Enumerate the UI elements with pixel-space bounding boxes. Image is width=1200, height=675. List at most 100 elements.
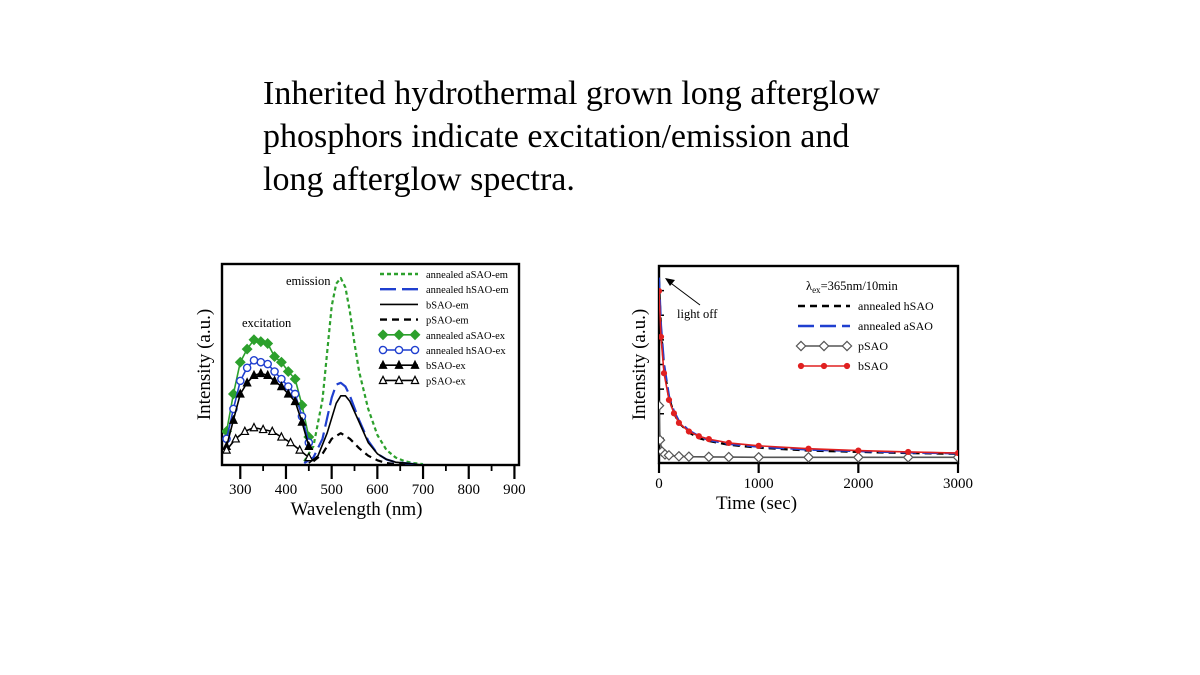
afterglow-series-point-3 [660, 370, 668, 377]
spectra-xtick-label: 800 [457, 482, 480, 498]
afterglow-series-point-3 [659, 287, 663, 295]
emission-annotation: emission [286, 274, 331, 288]
spectra-series-point-6 [269, 375, 280, 385]
spectra-series-point-7 [249, 422, 259, 432]
spectra-legend-marker-6 [378, 359, 388, 369]
spectra-series-point-6 [249, 369, 259, 379]
spectra-series-point-7 [295, 444, 305, 454]
afterglow-series-point-3 [855, 447, 862, 454]
afterglow-plot-frame [657, 264, 960, 465]
spectra-series-point-4 [234, 356, 246, 368]
afterglow-xtick-label: 0 [655, 476, 663, 492]
afterglow-legend-marker-3 [797, 362, 805, 370]
spectra-series-point-4 [241, 343, 253, 355]
light-off-annotation: light off [677, 307, 718, 321]
spectra-series-point-6 [256, 367, 266, 378]
spectra-series-point-7 [258, 424, 268, 434]
spectra-series-point-7 [304, 452, 314, 462]
afterglow-series-point-2 [753, 451, 765, 463]
light-off-arrow [667, 280, 701, 306]
spectra-legend-label-7: pSAO-ex [426, 376, 466, 387]
spectra-legend-label-0: annealed aSAO-em [426, 270, 508, 281]
spectra-legend-marker-4 [393, 329, 405, 341]
spectra-series-point-5 [270, 367, 279, 376]
spectra-series-point-4 [262, 338, 274, 349]
slide-title-line-3: long afterglow spectra. [263, 161, 575, 198]
light-off-arrowhead [665, 278, 675, 286]
afterglow-series-point-2 [723, 451, 735, 463]
spectra-legend-marker-7 [394, 374, 404, 385]
afterglow-legend-header: λex=365nm/10min [806, 279, 899, 295]
spectra-series-point-4 [275, 356, 287, 368]
afterglow-series-point-3 [805, 445, 812, 452]
spectra-xtick-label: 900 [503, 482, 526, 498]
spectra-series-point-7 [285, 437, 296, 447]
afterglow-series-point-3 [725, 439, 732, 447]
spectra-series-line-2 [308, 394, 424, 465]
spectra-legend-marker-4 [377, 329, 389, 341]
spectra-series-point-4 [255, 336, 267, 348]
afterglow-series-point-3 [659, 333, 665, 340]
spectra-legend-marker-7 [410, 374, 420, 385]
spectra-xtick-label: 500 [320, 482, 343, 498]
afterglow-legend-marker-3 [820, 362, 828, 370]
spectra-xtick-label: 300 [229, 482, 252, 498]
spectra-series-point-6 [276, 381, 286, 391]
spectra-legend-marker-5 [378, 345, 388, 355]
afterglow-series-point-3 [685, 428, 693, 435]
spectra-series-point-6 [297, 416, 307, 426]
afterglow-series-point-2 [673, 450, 685, 462]
afterglow-series-point-3 [670, 410, 678, 417]
afterglow-legend-header-lambda: λ [806, 279, 812, 293]
spectra-legend-marker-6 [410, 359, 420, 369]
spectra-series-point-7 [240, 425, 250, 436]
afterglow-series-point-3 [954, 449, 958, 457]
spectra-series-line-3 [312, 432, 405, 465]
spectra-legend-label-5: annealed hSAO-ex [426, 346, 506, 357]
afterglow-series-point-2 [663, 449, 675, 461]
spectra-series-point-7 [231, 433, 241, 443]
spectra-series-point-5 [263, 359, 272, 369]
afterglow-legend-marker-3 [843, 362, 851, 370]
afterglow-xtick-label: 3000 [943, 476, 973, 492]
spectra-legend-marker-4 [409, 329, 421, 341]
afterglow-series-point-2 [902, 451, 914, 463]
spectra-series-line-7 [225, 426, 310, 459]
excitation-annotation: excitation [242, 316, 292, 330]
spectra-legend-label-1: annealed hSAO-em [426, 285, 509, 296]
afterglow-series-point-3 [675, 419, 683, 426]
afterglow-series-point-2 [683, 451, 695, 463]
slide-title: Inherited hydrothermal grown long afterg… [263, 72, 943, 201]
afterglow-series-point-2 [659, 434, 666, 446]
spectra-ylabel: Intensity (a.u.) [194, 309, 215, 420]
spectra-series-point-4 [282, 366, 294, 377]
afterglow-legend-label-2: pSAO [858, 339, 888, 353]
spectra-legend-label-3: pSAO-em [426, 316, 469, 327]
afterglow-series-point-3 [755, 442, 762, 449]
afterglow-series-point-3 [665, 396, 673, 404]
spectra-legend-label-4: annealed aSAO-ex [426, 331, 506, 342]
spectra-series-point-7 [276, 431, 286, 441]
afterglow-xtick-label: 2000 [843, 476, 873, 492]
spectra-legend-marker-5 [394, 345, 404, 355]
spectra-xlabel: Wavelength (nm) [291, 499, 423, 520]
afterglow-legend-marker-2 [795, 340, 807, 352]
spectra-legend-marker-7 [378, 374, 388, 385]
spectra-legend-marker-6 [394, 359, 404, 369]
spectra-legend-label-2: bSAO-em [426, 300, 469, 311]
spectra-series-point-6 [242, 377, 252, 387]
afterglow-series-point-2 [659, 400, 665, 412]
spectra-series-line-0 [303, 277, 424, 465]
afterglow-series-point-2 [803, 451, 814, 463]
afterglow-legend-marker-2 [818, 340, 830, 352]
afterglow-legend-header-rest: =365nm/10min [821, 279, 899, 293]
spectra-series-point-6 [283, 388, 293, 398]
spectra-legend-label-6: bSAO-ex [426, 361, 466, 372]
afterglow-legend-label-0: annealed hSAO [858, 299, 934, 313]
spectra-series-point-4 [269, 351, 280, 363]
afterglow-series-point-3 [905, 448, 912, 456]
afterglow-legend-label-3: bSAO [858, 359, 888, 373]
afterglow-xtick-label: 1000 [744, 476, 774, 492]
slide-title-line-2: phosphors indicate excitation/emission a… [263, 118, 850, 155]
